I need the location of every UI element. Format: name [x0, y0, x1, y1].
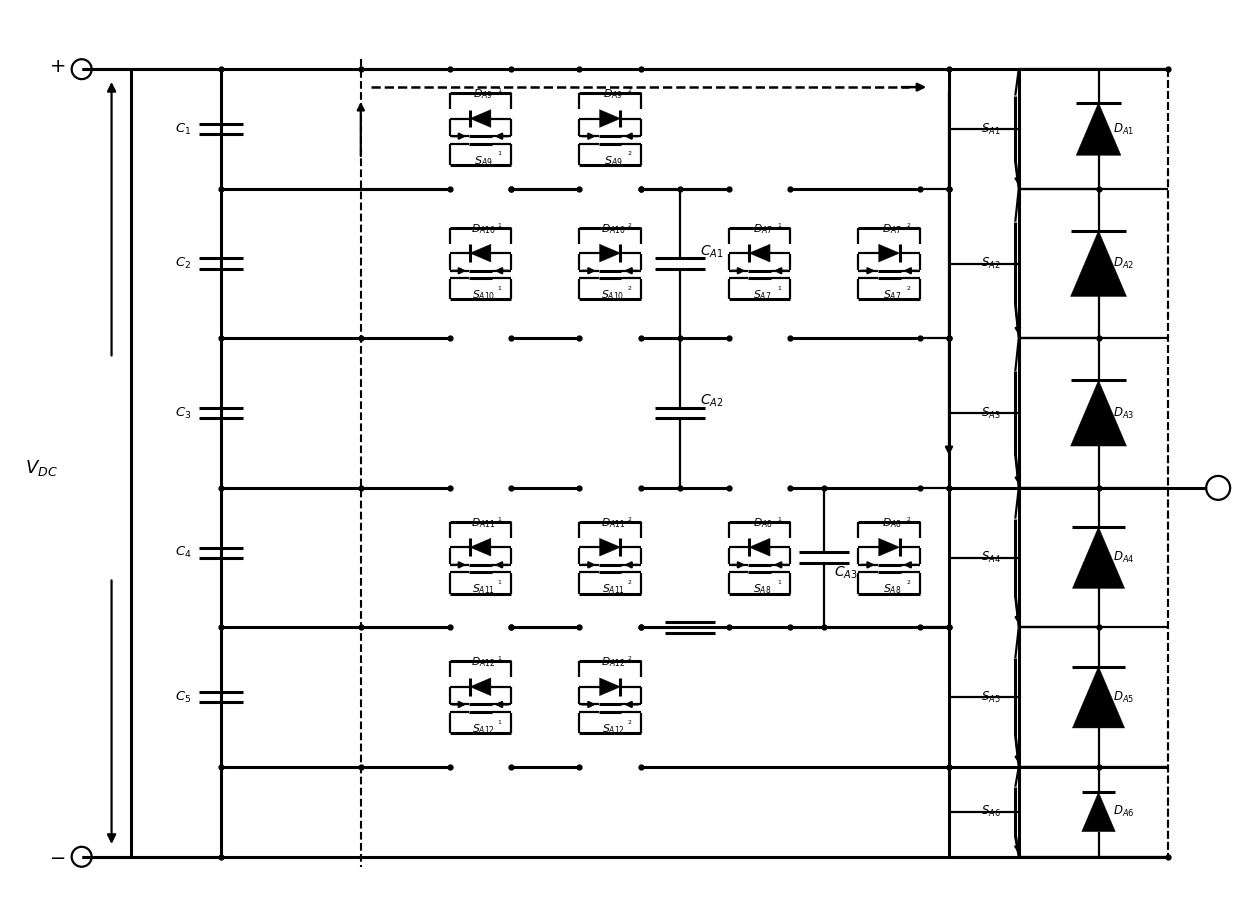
Text: $D_{A3}$: $D_{A3}$	[1114, 406, 1135, 420]
Text: $^{1}$: $^{1}$	[497, 87, 503, 96]
Text: $D_{A10}$: $D_{A10}$	[471, 222, 496, 236]
Text: $^{1}$: $^{1}$	[497, 151, 503, 160]
Text: $D_{A12}$: $D_{A12}$	[601, 656, 625, 669]
Text: $D_{A8}$: $D_{A8}$	[753, 516, 773, 529]
Text: $S_{A11}$: $S_{A11}$	[601, 583, 625, 597]
Polygon shape	[600, 110, 620, 127]
Text: $C_{A1}$: $C_{A1}$	[699, 243, 723, 260]
Text: $S_{A8}$: $S_{A8}$	[754, 583, 771, 597]
Text: $S_{A5}$: $S_{A5}$	[981, 690, 1001, 705]
Text: $+$: $+$	[48, 56, 64, 75]
Text: $^{1}$: $^{1}$	[497, 222, 502, 232]
Text: $^{1}$: $^{1}$	[497, 517, 502, 526]
Text: $D_{A12}$: $D_{A12}$	[471, 656, 496, 669]
Text: $S_{A9}$: $S_{A9}$	[604, 154, 622, 168]
Polygon shape	[470, 244, 491, 262]
Polygon shape	[879, 538, 900, 556]
Text: $^{2}$: $^{2}$	[627, 517, 632, 526]
Polygon shape	[1073, 666, 1125, 728]
Text: $S_{A1}$: $S_{A1}$	[981, 122, 1001, 136]
Text: $C_1$: $C_1$	[175, 122, 191, 136]
Text: $S_{A3}$: $S_{A3}$	[981, 406, 1001, 420]
Text: $^{1}$: $^{1}$	[497, 285, 502, 294]
Text: $S_{A10}$: $S_{A10}$	[601, 289, 625, 302]
Text: $^{1}$: $^{1}$	[776, 222, 782, 232]
Text: $D_{A9}$: $D_{A9}$	[603, 87, 624, 101]
Text: $S_{A10}$: $S_{A10}$	[471, 289, 495, 302]
Text: $-$: $-$	[48, 847, 64, 866]
Text: $D_{A10}$: $D_{A10}$	[600, 222, 625, 236]
Text: $^{1}$: $^{1}$	[776, 285, 782, 294]
Text: $D_{A4}$: $D_{A4}$	[1114, 550, 1135, 566]
Text: $D_{A2}$: $D_{A2}$	[1114, 256, 1135, 271]
Text: $S_{A9}$: $S_{A9}$	[474, 154, 492, 168]
Polygon shape	[1070, 380, 1126, 446]
Text: $S_{A4}$: $S_{A4}$	[981, 550, 1001, 566]
Text: $^{2}$: $^{2}$	[627, 719, 632, 728]
Text: $D_{A6}$: $D_{A6}$	[1114, 804, 1135, 819]
Text: $^{1}$: $^{1}$	[497, 579, 502, 588]
Text: $C_{A2}$: $C_{A2}$	[699, 393, 723, 410]
Polygon shape	[470, 538, 491, 556]
Text: $C_2$: $C_2$	[175, 256, 191, 271]
Text: $C_4$: $C_4$	[175, 545, 191, 560]
Polygon shape	[600, 538, 620, 556]
Text: $S_{A7}$: $S_{A7}$	[883, 289, 901, 302]
Text: $^{2}$: $^{2}$	[906, 285, 911, 294]
Text: $S_{A12}$: $S_{A12}$	[472, 722, 495, 736]
Polygon shape	[470, 678, 491, 696]
Text: $C_3$: $C_3$	[175, 406, 191, 420]
Text: $S_{A11}$: $S_{A11}$	[472, 583, 495, 597]
Polygon shape	[749, 538, 770, 556]
Text: $^{2}$: $^{2}$	[627, 87, 632, 96]
Text: $^{2}$: $^{2}$	[906, 579, 911, 588]
Text: $S_{A6}$: $S_{A6}$	[981, 804, 1001, 819]
Polygon shape	[1073, 527, 1125, 588]
Polygon shape	[1070, 231, 1126, 297]
Polygon shape	[600, 244, 620, 262]
Text: $D_{A11}$: $D_{A11}$	[471, 516, 496, 529]
Text: $^{1}$: $^{1}$	[497, 719, 502, 728]
Text: $C_5$: $C_5$	[175, 690, 191, 705]
Text: $S_{A8}$: $S_{A8}$	[883, 583, 901, 597]
Polygon shape	[470, 110, 491, 127]
Text: $C_{A3}$: $C_{A3}$	[835, 565, 858, 581]
Text: $^{1}$: $^{1}$	[497, 656, 502, 665]
Text: $S_{A7}$: $S_{A7}$	[754, 289, 771, 302]
Text: $D_{A5}$: $D_{A5}$	[1114, 690, 1135, 705]
Text: $^{1}$: $^{1}$	[776, 579, 782, 588]
Text: $D_{A8}$: $D_{A8}$	[883, 516, 901, 529]
Text: $D_{A7}$: $D_{A7}$	[753, 222, 773, 236]
Text: $^{2}$: $^{2}$	[627, 656, 632, 665]
Polygon shape	[1076, 103, 1121, 155]
Text: $D_{A1}$: $D_{A1}$	[1114, 122, 1135, 136]
Polygon shape	[600, 678, 620, 696]
Text: $^{2}$: $^{2}$	[906, 517, 911, 526]
Text: $S_{A2}$: $S_{A2}$	[981, 256, 1001, 271]
Text: $D_{A7}$: $D_{A7}$	[882, 222, 901, 236]
Polygon shape	[749, 244, 770, 262]
Text: $^{2}$: $^{2}$	[627, 222, 632, 232]
Text: $^{2}$: $^{2}$	[906, 222, 911, 232]
Polygon shape	[1081, 792, 1115, 832]
Polygon shape	[879, 244, 900, 262]
Text: $^{2}$: $^{2}$	[627, 151, 632, 160]
Text: $D_{A9}$: $D_{A9}$	[474, 87, 494, 101]
Text: $V_{DC}$: $V_{DC}$	[25, 458, 58, 478]
Text: $^{2}$: $^{2}$	[627, 579, 632, 588]
Text: $^{1}$: $^{1}$	[776, 517, 782, 526]
Text: $D_{A11}$: $D_{A11}$	[600, 516, 625, 529]
Text: $^{2}$: $^{2}$	[627, 285, 632, 294]
Text: $S_{A12}$: $S_{A12}$	[601, 722, 625, 736]
